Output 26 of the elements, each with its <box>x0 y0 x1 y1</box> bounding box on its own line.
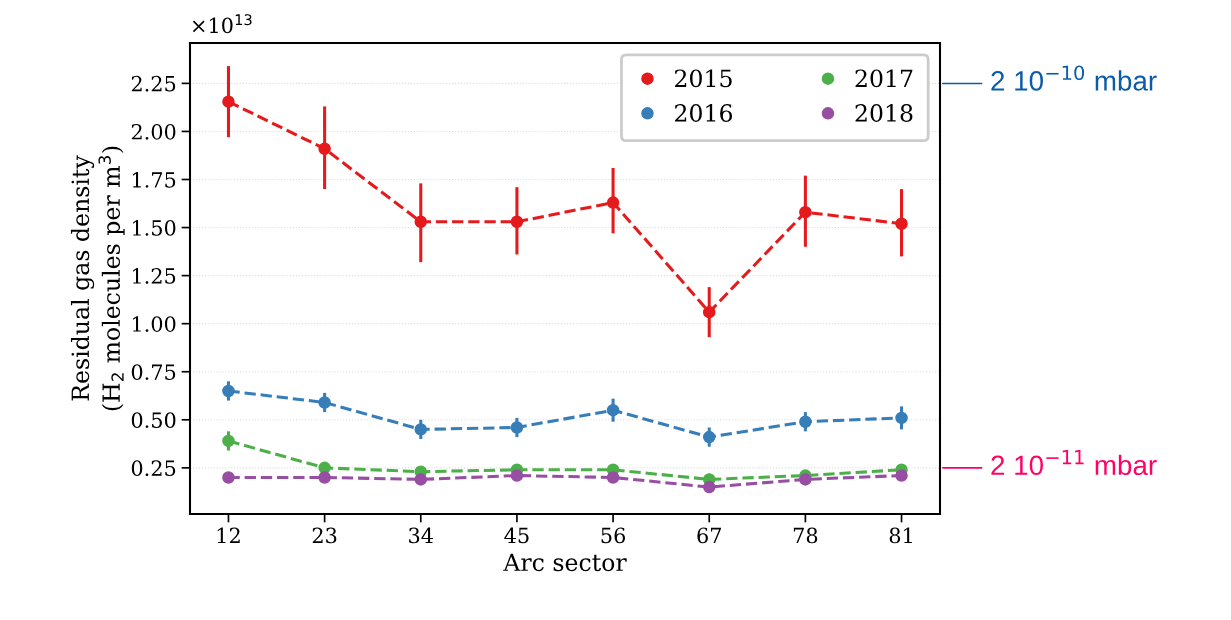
x-tick-label: 56 <box>601 527 626 544</box>
text: ×10$^{13}$ <box>192 14 252 34</box>
legend-label: 2018 <box>855 104 913 122</box>
x-tick-label: 23 <box>312 527 337 544</box>
legend-label: 2016 <box>675 104 733 122</box>
y-tick-label: 1.25 <box>132 268 176 284</box>
x-tick-label: 67 <box>697 527 721 544</box>
y-tick-label: 0.50 <box>131 412 176 429</box>
text: 2 10$^{−11}$ mbar <box>991 450 1157 476</box>
y-tick-label: 1.00 <box>132 316 176 332</box>
y-tick-label: 0.75 <box>131 364 176 380</box>
y-tick-label: 2.00 <box>131 123 176 140</box>
y-tick-label: 2.25 <box>131 75 176 92</box>
x-axis-title: Arc sector <box>503 553 627 572</box>
y-axis-title: Residual gas density (H$_{2}$ molecules per m$^{3}$) <box>70 146 125 411</box>
y-tick-label: 1.50 <box>132 220 176 236</box>
x-tick-label: 34 <box>409 527 433 544</box>
x-tick-label: 45 <box>504 527 529 544</box>
legend-label: 2017 <box>855 69 913 88</box>
y-tick-label: 0.25 <box>131 460 176 477</box>
x-tick-label: 81 <box>889 527 912 544</box>
y-tick-label: 1.75 <box>132 171 176 188</box>
legend-label: 2015 <box>675 69 732 88</box>
x-tick-label: 78 <box>793 527 818 544</box>
x-tick-label: 12 <box>217 527 240 544</box>
text: 2 10$^{−10}$ mbar <box>991 65 1157 91</box>
